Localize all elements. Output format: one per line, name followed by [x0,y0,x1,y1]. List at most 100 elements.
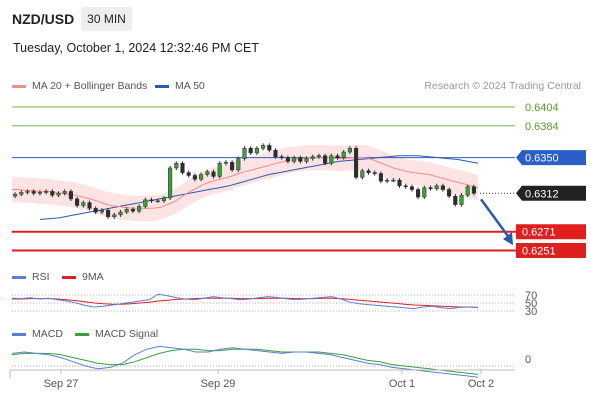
forecast-arrow-shaft [479,198,510,237]
current-price-label: 0.6312 [525,188,559,200]
candle-body [106,209,111,217]
currency-pair-title: NZD/USD [12,11,75,27]
current-price-tag [516,185,586,201]
candle-body [354,148,359,178]
candle-body [310,156,315,159]
chart-header: NZD/USD 30 MIN [0,0,590,36]
candle-body [323,155,328,164]
candle-body [292,157,297,162]
level-label-bg-0.6271 [516,224,586,240]
candle-body [161,197,166,202]
candle-body [44,191,49,193]
legend-macd-signal-label: MACD Signal [95,328,159,340]
candle-body [378,173,383,182]
candle-body [459,194,464,205]
candle-body [254,148,259,154]
candle-body [19,192,24,195]
candle-body [93,208,98,213]
legend-rsi-label: RSI [32,271,50,283]
candle-body [56,193,61,196]
candle-body [416,189,421,198]
candle-body [81,202,86,206]
candle-body [248,148,253,154]
level-label-bg-0.6251 [516,243,586,258]
ma20-swatch [12,84,26,88]
ma20-line [12,157,479,209]
legend-ma50-label: MA 50 [175,80,205,92]
x-tick-label-1: Sep 29 [201,378,236,390]
ma50-swatch [155,84,169,88]
level-label-bg-0.6350 [516,150,586,166]
candle-body [168,167,173,199]
candle-body [453,195,458,205]
candle-body [366,170,371,173]
legend-ma20: MA 20 + Bollinger Bands [12,80,147,92]
candle-body [434,185,439,189]
candle-body [186,172,191,176]
macd-zero-label: 0 [525,354,531,366]
x-tick-label-2: Oct 1 [389,378,415,390]
candle-body [316,155,321,158]
candle-body [465,186,470,196]
candle-body [180,163,185,173]
candle-body [261,145,266,149]
level-label-0.6384: 0.6384 [525,121,559,133]
x-tick-label-0: Sep 27 [44,378,79,390]
candle-body [285,157,290,162]
candle-body [211,171,216,177]
macd-line [11,345,479,378]
research-credit: Research © 2024 Trading Central [424,80,581,92]
candle-body [217,163,222,177]
rsi-level-label-50: 50 [525,298,537,310]
candle-body [192,175,197,180]
candle-body [149,199,154,202]
candle-body [130,208,135,212]
candle-body [236,158,241,171]
interval-selector[interactable]: 30 MIN [81,7,132,31]
ma50-line [39,155,479,220]
candle-body [304,158,309,162]
candle-body [428,187,433,189]
macd-signal-swatch [75,332,89,336]
candle-body [422,187,427,198]
candle-body [223,162,228,164]
candle-body [273,149,278,157]
candle-body [174,163,179,169]
candle-body [62,191,67,194]
candle-body [279,156,284,158]
candle-body [298,157,303,162]
legend-macd: MACD [12,328,63,340]
candle-body [124,208,129,213]
legend-rsi-ma9: 9MA [62,271,104,283]
legend-rsi-ma9-label: 9MA [82,271,104,283]
candle-body [118,211,123,216]
legend-macd-label: MACD [32,328,63,340]
rsi-swatch [12,275,26,279]
candle-body [87,202,92,209]
level-label-0.6404: 0.6404 [525,102,559,114]
macd-swatch [12,332,26,336]
candle-body [385,179,390,182]
bollinger-band [12,145,478,221]
candle-body [13,193,18,197]
candle-body [409,186,414,190]
candle-body [341,151,346,158]
candle-body [267,145,272,151]
candle-body [447,189,452,197]
rsi-level-label-70: 70 [525,290,537,302]
candle-body [360,170,365,178]
candle-body [230,162,235,171]
candle-body [37,192,42,194]
level-label-0.6350: 0.6350 [525,153,559,165]
candle-body [397,179,402,187]
macd-signal-line [11,348,479,375]
candle-body [143,199,148,207]
candle-body [440,185,445,190]
candle-body [372,172,377,174]
rsi-level-label-30: 30 [525,306,537,318]
candle-body [25,191,30,193]
candle-body [68,191,73,200]
legend-macd-signal: MACD Signal [75,328,158,340]
rsi-ma9-line [12,297,479,308]
